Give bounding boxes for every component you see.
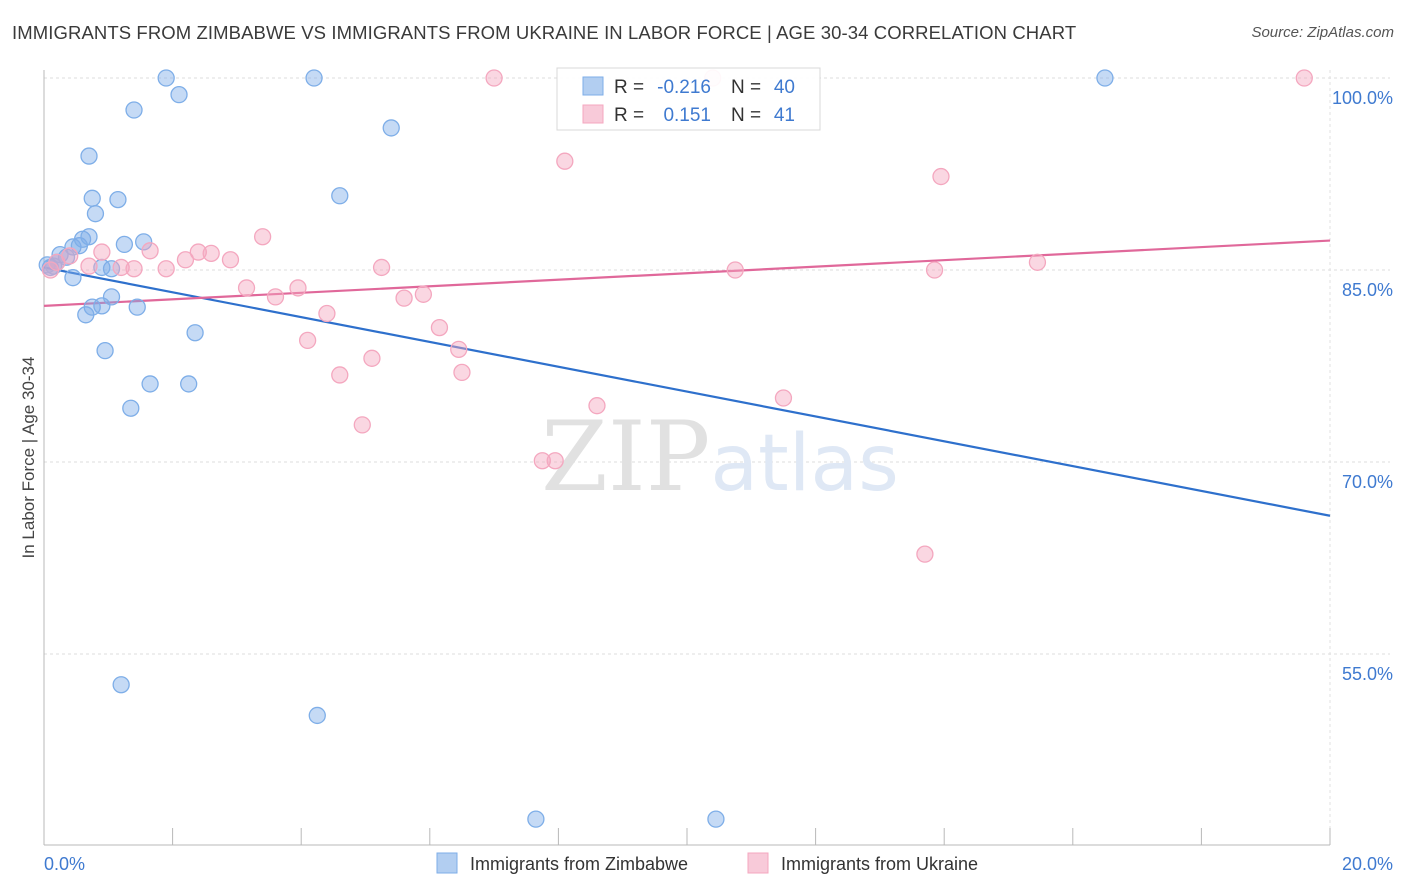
ukraine-point xyxy=(533,452,551,470)
stats-r-value: 0.151 xyxy=(663,105,711,126)
ukraine-point xyxy=(430,318,449,337)
ukraine-point xyxy=(93,243,111,261)
ukraine-point xyxy=(266,288,285,306)
zimbabwe-point xyxy=(86,205,105,223)
ukraine-point xyxy=(395,289,413,307)
ukraine-point xyxy=(363,349,381,367)
zimbabwe-point xyxy=(112,676,130,694)
zimbabwe-point xyxy=(141,375,159,393)
y-tick-label: 85.0% xyxy=(1342,280,1393,300)
stats-n-value: 40 xyxy=(774,77,795,98)
legend-swatch xyxy=(747,852,769,874)
ukraine-point xyxy=(925,261,944,279)
zimbabwe-point xyxy=(80,228,98,246)
zimbabwe-point xyxy=(96,341,114,360)
legend-label: Immigrants from Ukraine xyxy=(781,854,978,874)
y-axis-label: In Labor Force | Age 30-34 xyxy=(19,357,38,559)
zimbabwe-point xyxy=(1096,69,1114,87)
ukraine-point xyxy=(916,545,934,563)
zimbabwe-point xyxy=(305,69,323,87)
zimbabwe-point xyxy=(135,233,153,251)
ukraine-point xyxy=(253,228,272,246)
trend-layer xyxy=(43,239,1331,517)
zimbabwe-point xyxy=(382,119,400,137)
ukraine-point xyxy=(450,340,468,359)
zimbabwe-point xyxy=(109,190,127,209)
ukraine-point xyxy=(331,366,349,384)
stats-r-value: -0.216 xyxy=(657,77,711,98)
ukraine-point xyxy=(932,167,950,186)
y-tick-label: 100.0% xyxy=(1332,88,1393,108)
stats-r-label: R = xyxy=(614,77,644,98)
zimbabwe-point xyxy=(83,189,101,207)
ukraine-point xyxy=(289,279,307,297)
zimbabwe-point xyxy=(527,810,545,828)
zimbabwe-point xyxy=(38,256,56,274)
zimbabwe-point xyxy=(157,69,175,87)
stats-n-label: N = xyxy=(731,105,761,126)
zimbabwe-point xyxy=(331,187,349,205)
stats-r-label: R = xyxy=(614,105,644,126)
ukraine-point xyxy=(1295,69,1313,87)
watermark-layer: ZIPatlas xyxy=(541,401,899,513)
y-tick-label: 55.0% xyxy=(1342,664,1393,684)
ukraine-point xyxy=(141,242,159,260)
ukraine-point xyxy=(353,416,371,434)
stats-swatch xyxy=(582,104,604,124)
zimbabwe-point xyxy=(170,85,188,104)
zimbabwe-point xyxy=(122,399,140,417)
watermark-zip: ZIP xyxy=(541,401,710,513)
zimbabwe-point xyxy=(102,288,121,306)
zimbabwe-point xyxy=(115,235,134,254)
ukraine-point xyxy=(202,244,220,263)
ukraine-trend-line xyxy=(43,239,1331,307)
zimbabwe-point xyxy=(180,375,198,393)
ukraine-point xyxy=(774,389,793,407)
x-tick-label: 0.0% xyxy=(44,854,85,874)
ukraine-point xyxy=(221,251,240,269)
ukraine-point xyxy=(157,260,175,278)
ukraine-point xyxy=(453,363,471,382)
ukraine-point xyxy=(414,285,433,303)
stats-n-value: 41 xyxy=(774,105,795,126)
legend: Immigrants from Zimbabwe Immigrants from … xyxy=(436,852,978,874)
ukraine-point xyxy=(726,261,744,279)
ukraine-point xyxy=(546,452,564,470)
ukraine-point xyxy=(189,243,207,261)
chart-title: IMMIGRANTS FROM ZIMBABWE VS IMMIGRANTS F… xyxy=(12,22,1077,43)
ukraine-point xyxy=(80,257,98,275)
axis-layer: 100.0% 85.0% 70.0% 55.0% 0.0% 20.0% In Labor F… xyxy=(19,70,1393,874)
ukraine-point xyxy=(125,260,143,278)
y-tick-label: 70.0% xyxy=(1342,472,1393,492)
zimbabwe-point xyxy=(707,810,725,828)
ukraine-point xyxy=(556,152,574,170)
x-tick-label: 20.0% xyxy=(1342,854,1393,874)
watermark: ZIPatlas xyxy=(541,401,899,513)
ukraine-point xyxy=(318,304,336,323)
ukraine-point xyxy=(588,397,606,415)
legend-label: Immigrants from Zimbabwe xyxy=(470,854,688,874)
chart-source: Source: ZipAtlas.com xyxy=(1251,24,1394,41)
zimbabwe-point xyxy=(308,706,326,725)
ukraine-point xyxy=(61,247,79,265)
ukraine-point xyxy=(372,258,391,277)
zimbabwe-point xyxy=(186,324,204,342)
zimbabwe-point xyxy=(125,101,143,119)
zimbabwe-trend-line xyxy=(43,266,1331,517)
ukraine-point xyxy=(176,251,195,269)
ukraine-point xyxy=(112,258,130,277)
zimbabwe-point xyxy=(128,298,146,316)
stats-n-label: N = xyxy=(731,77,761,98)
stats-swatch xyxy=(582,76,604,96)
ukraine-point xyxy=(237,279,256,297)
stats-box: R = -0.216 N = 40 R = 0.151 N = 41 xyxy=(556,67,821,131)
watermark-atlas: atlas xyxy=(710,419,899,509)
legend-swatch xyxy=(436,852,458,874)
ukraine-point xyxy=(485,69,503,87)
zimbabwe-point xyxy=(80,147,98,165)
ukraine-point xyxy=(298,331,317,350)
ukraine-point xyxy=(1028,253,1047,271)
zimbabwe-point xyxy=(64,269,82,287)
